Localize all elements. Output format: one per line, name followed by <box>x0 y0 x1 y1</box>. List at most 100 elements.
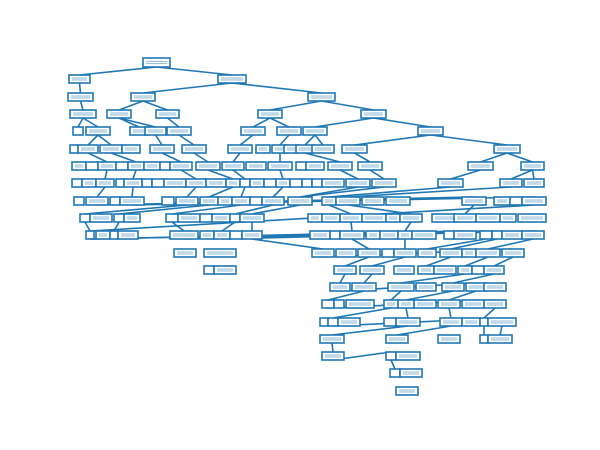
tree-node <box>501 248 525 258</box>
node-text-placeholder <box>311 95 332 97</box>
node-text-placeholder <box>355 285 373 287</box>
node-text-placeholder <box>505 251 521 253</box>
node-text-placeholder <box>399 356 417 358</box>
tree-node-box <box>161 196 175 206</box>
node-text-placeholder <box>253 183 261 185</box>
tree-node <box>72 126 84 136</box>
tree-node <box>433 265 457 275</box>
tree-node-box <box>85 230 95 240</box>
node-text-placeholder <box>421 270 431 272</box>
nodes-layer <box>67 57 547 396</box>
tree-node-box <box>361 196 385 206</box>
tree-edge <box>231 82 322 94</box>
tree-node-box <box>289 178 303 188</box>
tree-node-box <box>335 196 361 206</box>
tree-node <box>109 230 119 240</box>
tree-node <box>341 144 368 154</box>
tree-node <box>389 368 401 378</box>
node-text-placeholder <box>441 337 457 339</box>
node-text-placeholder <box>73 112 93 114</box>
node-text-placeholder <box>403 373 419 375</box>
tree-node <box>109 196 121 206</box>
tree-node-box <box>479 334 489 344</box>
tree-edge <box>171 221 185 232</box>
node-text-placeholder <box>361 164 379 166</box>
tree-node <box>295 161 307 171</box>
tree-node <box>339 230 365 240</box>
node-text-placeholder <box>189 181 203 183</box>
tree-node-box <box>165 213 179 223</box>
node-text-placeholder <box>203 235 211 237</box>
tree-node-box <box>69 144 79 154</box>
tree-node <box>263 178 277 188</box>
tree-node <box>71 161 87 171</box>
tree-node-box <box>387 282 415 292</box>
tree-node <box>399 368 423 378</box>
node-text-placeholder <box>153 149 171 151</box>
tree-node <box>127 161 145 171</box>
tree-node-box <box>121 144 141 154</box>
node-text-placeholder <box>133 129 145 131</box>
node-text-placeholder <box>99 233 107 235</box>
node-text-placeholder <box>387 304 395 306</box>
tree-node-box <box>457 265 473 275</box>
tree-node-box <box>68 74 91 84</box>
tree-node <box>311 144 335 154</box>
node-text-placeholder <box>309 166 321 168</box>
node-text-placeholder <box>148 129 163 131</box>
tree-node-box <box>311 144 335 154</box>
node-text-placeholder <box>441 302 457 304</box>
tree-node <box>439 248 463 258</box>
tree-node <box>471 265 485 275</box>
node-text-placeholder <box>207 253 233 255</box>
node-text-placeholder <box>81 147 95 149</box>
node-text-placeholder <box>159 112 176 114</box>
tree-node-box <box>437 299 461 309</box>
tree-node-box <box>461 248 477 258</box>
tree-node-box <box>199 230 215 240</box>
node-text-placeholder <box>345 149 364 151</box>
tree-node-box <box>311 248 335 258</box>
node-text-placeholder <box>397 268 411 270</box>
tree-node-box <box>85 161 99 171</box>
tree-node-box <box>321 299 335 309</box>
node-text-placeholder <box>110 114 128 116</box>
tree-node <box>499 178 523 188</box>
tree-node <box>225 178 241 188</box>
tree-node-box <box>143 161 161 171</box>
tree-node-box <box>471 265 485 275</box>
tree-node-box <box>85 126 111 136</box>
node-text-placeholder <box>110 112 128 114</box>
tree-node <box>327 317 339 327</box>
tree-node-box <box>241 230 263 240</box>
tree-edge <box>208 186 234 198</box>
tree-node-box <box>295 161 307 171</box>
node-text-placeholder <box>209 183 223 185</box>
tree-node <box>85 196 109 206</box>
tree-node-box <box>479 317 489 327</box>
tree-node-box <box>453 213 477 223</box>
tree-edge <box>499 325 503 336</box>
node-text-placeholder <box>343 216 359 218</box>
tree-edge <box>113 221 120 232</box>
node-text-placeholder <box>343 235 361 237</box>
node-text-placeholder <box>419 287 433 289</box>
tree-edge <box>390 290 402 301</box>
tree-node <box>165 213 179 223</box>
tree-node-box <box>383 299 399 309</box>
tree-edge <box>314 117 374 128</box>
tree-edge <box>221 221 236 232</box>
node-text-placeholder <box>253 181 261 183</box>
tree-node-box <box>249 196 263 206</box>
tree-edge <box>142 82 233 94</box>
tree-node-box <box>255 144 271 154</box>
tree-node-box <box>461 299 485 309</box>
node-text-placeholder <box>299 147 311 149</box>
node-text-placeholder <box>349 183 367 185</box>
tree-node <box>185 178 207 188</box>
tree-node-box <box>185 178 207 188</box>
node-text-placeholder <box>127 181 139 183</box>
node-text-placeholder <box>93 216 109 218</box>
tree-node-box <box>411 230 437 240</box>
node-text-placeholder <box>505 253 521 255</box>
